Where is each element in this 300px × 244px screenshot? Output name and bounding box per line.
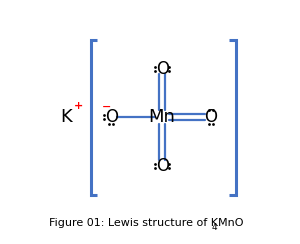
Text: O: O (156, 60, 169, 78)
Text: O: O (204, 108, 217, 126)
Text: −: − (102, 102, 112, 112)
Text: O: O (105, 108, 118, 126)
Text: O: O (156, 157, 169, 175)
Text: +: + (74, 101, 83, 111)
Text: Mn: Mn (149, 108, 176, 126)
Text: Figure 01: Lewis structure of KMnO: Figure 01: Lewis structure of KMnO (49, 218, 244, 228)
Text: 4: 4 (212, 223, 217, 232)
Text: K: K (60, 108, 72, 126)
